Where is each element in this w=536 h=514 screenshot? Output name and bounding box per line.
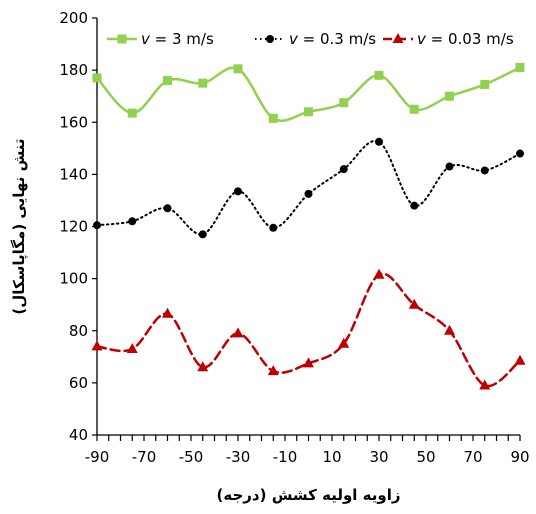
data-point bbox=[162, 307, 173, 318]
data-point bbox=[233, 64, 243, 74]
data-point bbox=[267, 365, 279, 376]
series-line bbox=[95, 272, 522, 388]
x-tick-label: 90 bbox=[510, 448, 529, 466]
series-line bbox=[96, 139, 521, 236]
y-tick-label: 180 bbox=[59, 61, 88, 79]
legend-label: v = 0.03 m/s bbox=[417, 30, 514, 48]
data-point bbox=[117, 34, 127, 44]
x-tick-label: -70 bbox=[132, 448, 157, 466]
data-point bbox=[163, 204, 172, 213]
legend: v = 3 m/s v = 0.3 m/s v = 0.03 m/s bbox=[107, 30, 514, 48]
legend-label: v = 3 m/s bbox=[141, 30, 214, 48]
y-tick-label: 120 bbox=[59, 218, 88, 236]
data-point bbox=[339, 98, 349, 108]
data-point bbox=[479, 379, 491, 390]
legend-value: = 0.3 m/s bbox=[298, 30, 376, 48]
data-point bbox=[373, 268, 385, 279]
data-point bbox=[269, 223, 278, 232]
legend-variable: v bbox=[141, 30, 151, 48]
data-point bbox=[197, 361, 209, 372]
data-point bbox=[480, 79, 490, 89]
x-axis-title: زاویه اولیه کشش (درجه) bbox=[217, 486, 401, 504]
data-point bbox=[126, 342, 138, 353]
legend-variable: v bbox=[417, 30, 427, 48]
data-point bbox=[444, 324, 455, 335]
series-layer bbox=[91, 63, 526, 390]
data-point bbox=[375, 137, 383, 146]
y-tick-label: 200 bbox=[59, 9, 88, 27]
data-point bbox=[232, 327, 244, 338]
x-tick-label: -90 bbox=[85, 448, 110, 466]
y-tick-label: 100 bbox=[59, 270, 88, 288]
data-point bbox=[268, 113, 278, 123]
data-point bbox=[516, 149, 524, 158]
data-point bbox=[304, 189, 313, 198]
y-tick-label: 60 bbox=[69, 374, 88, 392]
y-tick-label: 80 bbox=[69, 322, 88, 340]
data-point bbox=[91, 340, 103, 351]
x-tick-label: 30 bbox=[369, 448, 388, 466]
x-tick-label: 50 bbox=[416, 448, 435, 466]
data-point bbox=[127, 108, 137, 118]
x-tick-label: -10 bbox=[273, 448, 298, 466]
legend-label: v = 0.3 m/s bbox=[289, 30, 376, 48]
legend-value: = 0.03 m/s bbox=[426, 30, 514, 48]
data-point bbox=[266, 35, 274, 43]
data-point bbox=[234, 187, 242, 196]
axes: 40 60 80 100 120 140 160 180 200 -90 -70 -50 -30 -10 1… bbox=[59, 9, 529, 466]
series-1 bbox=[92, 63, 525, 123]
data-point bbox=[409, 104, 419, 114]
legend-item-3: v = 0.03 m/s bbox=[383, 30, 514, 48]
data-point bbox=[338, 337, 350, 348]
data-point bbox=[93, 221, 101, 230]
x-tick-label: 10 bbox=[322, 448, 341, 466]
y-tick-label: 40 bbox=[69, 426, 88, 444]
x-tick-label: -50 bbox=[179, 448, 204, 466]
y-tick-label: 160 bbox=[59, 113, 88, 131]
series-2 bbox=[93, 137, 524, 239]
legend-item-2: v = 0.3 m/s bbox=[255, 30, 376, 48]
x-tick-label: 70 bbox=[463, 448, 482, 466]
data-point bbox=[445, 91, 454, 101]
x-tick-label: -30 bbox=[226, 448, 251, 466]
data-point bbox=[515, 63, 525, 73]
data-point bbox=[514, 354, 526, 365]
series-3 bbox=[91, 268, 526, 390]
data-point bbox=[92, 73, 102, 83]
data-point bbox=[445, 162, 454, 171]
y-tick-label: 140 bbox=[59, 165, 88, 183]
legend-variable: v bbox=[289, 30, 299, 48]
data-point bbox=[408, 298, 420, 309]
data-point bbox=[480, 166, 489, 175]
legend-item-1: v = 3 m/s bbox=[107, 30, 214, 48]
data-point bbox=[410, 201, 419, 210]
legend-value: = 3 m/s bbox=[150, 30, 214, 48]
data-point bbox=[303, 357, 314, 368]
data-point bbox=[198, 230, 207, 239]
data-point bbox=[163, 76, 172, 86]
data-point bbox=[392, 33, 404, 43]
data-point bbox=[128, 217, 137, 226]
y-axis-title: تنش نهایی (مگاپاسکال) bbox=[10, 138, 29, 314]
data-point bbox=[374, 70, 384, 80]
data-point bbox=[198, 78, 208, 88]
data-point bbox=[339, 165, 348, 174]
data-point bbox=[304, 107, 313, 117]
